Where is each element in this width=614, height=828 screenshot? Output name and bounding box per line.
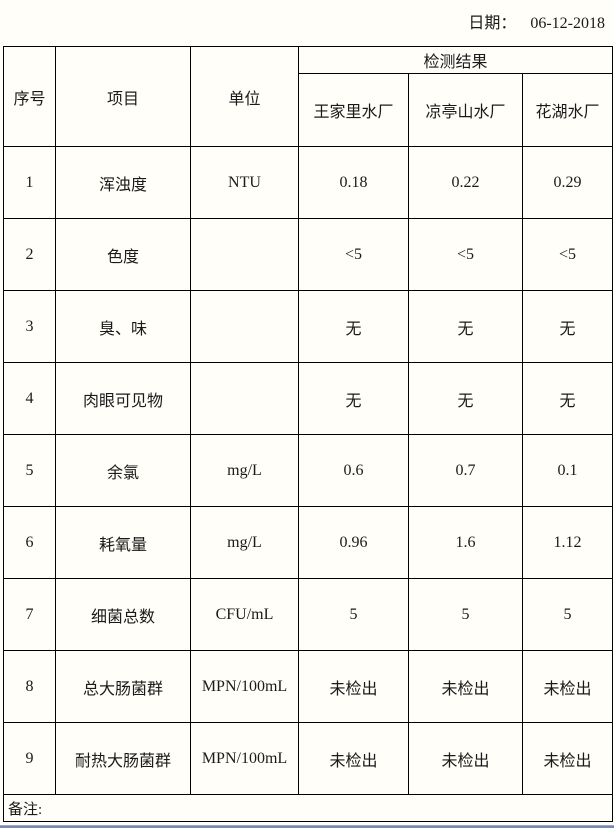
cell-seq: 8 [3, 650, 56, 723]
cell-result-2: 未检出 [408, 650, 523, 723]
cell-unit [190, 290, 299, 363]
cell-seq: 1 [3, 146, 56, 219]
header-results-group: 检测结果 [298, 46, 613, 74]
cell-result-1: 5 [298, 578, 409, 651]
table-row: 4 肉眼可见物 无 无 无 [3, 362, 613, 435]
cell-unit: MPN/100mL [190, 722, 299, 795]
cell-seq: 2 [3, 218, 56, 291]
cell-seq: 7 [3, 578, 56, 651]
cell-result-3: 无 [522, 362, 613, 435]
table-row: 3 臭、味 无 无 无 [3, 290, 613, 363]
cell-unit: mg/L [190, 506, 299, 579]
cell-item: 浑浊度 [55, 146, 191, 219]
header-item: 项目 [55, 46, 191, 147]
cell-item: 细菌总数 [55, 578, 191, 651]
cell-result-3: 0.29 [522, 146, 613, 219]
cell-result-3: 无 [522, 290, 613, 363]
table-header-row-1: 序号 项目 单位 检测结果 [3, 46, 613, 147]
cell-result-2: <5 [408, 218, 523, 291]
water-quality-table: 序号 项目 单位 检测结果 王家里水厂 凉亭山水厂 花湖水厂 1 浑浊度 NTU… [3, 46, 613, 822]
remark-label: 备注: [3, 794, 613, 822]
cell-unit: mg/L [190, 434, 299, 507]
header-plant-1: 王家里水厂 [298, 73, 409, 147]
window-bottom-edge [0, 825, 614, 828]
cell-result-2: 5 [408, 578, 523, 651]
header-plant-3: 花湖水厂 [522, 73, 613, 147]
header-plant-2: 凉亭山水厂 [408, 73, 523, 147]
header-unit: 单位 [190, 46, 299, 147]
table-row: 9 耐热大肠菌群 MPN/100mL 未检出 未检出 未检出 [3, 722, 613, 795]
cell-result-3: 未检出 [522, 650, 613, 723]
cell-result-2: 0.7 [408, 434, 523, 507]
cell-item: 肉眼可见物 [55, 362, 191, 435]
cell-result-3: 5 [522, 578, 613, 651]
cell-unit [190, 362, 299, 435]
cell-result-1: 未检出 [298, 722, 409, 795]
cell-result-2: 无 [408, 362, 523, 435]
cell-result-1: 0.18 [298, 146, 409, 219]
cell-result-2: 无 [408, 290, 523, 363]
cell-result-3: 0.1 [522, 434, 613, 507]
cell-result-1: 无 [298, 290, 409, 363]
cell-item: 色度 [55, 218, 191, 291]
cell-result-1: <5 [298, 218, 409, 291]
cell-result-3: <5 [522, 218, 613, 291]
cell-item: 总大肠菌群 [55, 650, 191, 723]
cell-unit: MPN/100mL [190, 650, 299, 723]
report-date: 日期： 06-12-2018 [468, 9, 605, 33]
cell-unit [190, 218, 299, 291]
table-remark-row: 备注: [3, 794, 613, 822]
cell-result-1: 未检出 [298, 650, 409, 723]
table-header-row-2: 王家里水厂 凉亭山水厂 花湖水厂 [4, 73, 613, 147]
table-row: 6 耗氧量 mg/L 0.96 1.6 1.12 [3, 506, 613, 579]
cell-item: 余氯 [55, 434, 191, 507]
cell-result-2: 0.22 [408, 146, 523, 219]
cell-result-3: 未检出 [522, 722, 613, 795]
cell-unit: CFU/mL [190, 578, 299, 651]
header-seq: 序号 [3, 46, 56, 147]
cell-result-1: 无 [298, 362, 409, 435]
cell-seq: 3 [3, 290, 56, 363]
cell-result-2: 1.6 [408, 506, 523, 579]
table-row: 1 浑浊度 NTU 0.18 0.22 0.29 [3, 146, 613, 219]
date-label: 日期： [468, 15, 517, 32]
cell-seq: 4 [3, 362, 56, 435]
table-row: 8 总大肠菌群 MPN/100mL 未检出 未检出 未检出 [3, 650, 613, 723]
table-row: 7 细菌总数 CFU/mL 5 5 5 [3, 578, 613, 651]
cell-seq: 9 [3, 722, 56, 795]
cell-unit: NTU [190, 146, 299, 219]
cell-result-2: 未检出 [408, 722, 523, 795]
cell-item: 耗氧量 [55, 506, 191, 579]
cell-item: 臭、味 [55, 290, 191, 363]
cell-result-1: 0.96 [298, 506, 409, 579]
cell-seq: 5 [3, 434, 56, 507]
cell-result-1: 0.6 [298, 434, 409, 507]
cell-item: 耐热大肠菌群 [55, 722, 191, 795]
table-row: 5 余氯 mg/L 0.6 0.7 0.1 [3, 434, 613, 507]
cell-result-3: 1.12 [522, 506, 613, 579]
date-value: 06-12-2018 [530, 15, 605, 32]
cell-seq: 6 [3, 506, 56, 579]
table-row: 2 色度 <5 <5 <5 [3, 218, 613, 291]
